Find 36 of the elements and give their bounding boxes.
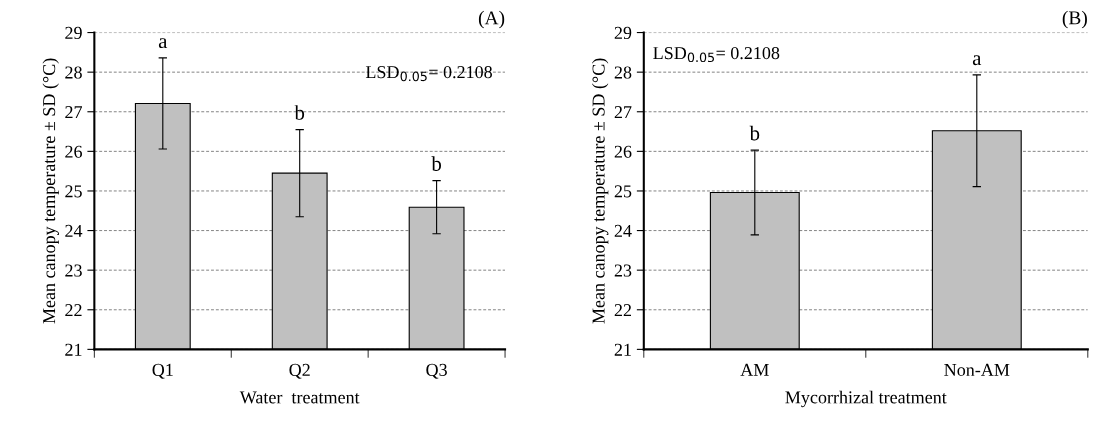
y-tick-label: 28 [614,66,632,79]
y-tick-label: 26 [614,145,632,158]
y-tick-label: 27 [614,106,632,119]
x-tick-label: Non-AM [944,363,1010,376]
y-axis-title: Mean canopy temperature ± SD (°C) [591,58,609,324]
y-tick-label: 29 [65,26,82,39]
y-tick-label: 25 [65,185,82,198]
y-tick-label: 27 [65,106,83,119]
y-tick-label: 24 [65,224,83,237]
y-tick-label: 22 [614,304,631,317]
chart-title: (B) [1062,10,1087,29]
y-tick-label: 21 [614,343,631,356]
annotation: a [158,38,168,49]
x-tick-label: AM [740,363,769,376]
x-tick-label: Q3 [426,363,447,379]
annotation: b [749,125,760,141]
x-tick-label: Q2 [289,363,310,379]
x-tick-label: Q1 [152,363,173,379]
y-tick-label: 21 [65,343,82,356]
y-tick-label: 23 [614,264,632,277]
annotation: LSD$_{0.05}$= 0.2108 [653,46,780,63]
annotation: b [294,105,305,120]
annotation: b [431,156,442,171]
y-tick-label: 28 [65,66,82,79]
y-tick-label: 29 [614,26,632,39]
annotation: LSD$_{0.05}$= 0.2108 [365,65,492,82]
chart-title: (A) [478,10,505,29]
x-axis-title: Water treatment [239,391,360,404]
y-tick-label: 26 [65,145,83,158]
annotation: a [972,55,982,66]
y-tick-label: 22 [65,304,82,317]
y-tick-label: 24 [614,224,632,237]
y-tick-label: 25 [614,185,632,198]
y-axis-title: Mean canopy temperature ± SD (°C) [42,58,59,324]
x-axis-title: Mycorrhizal treatment [785,390,947,408]
y-tick-label: 23 [65,264,82,277]
